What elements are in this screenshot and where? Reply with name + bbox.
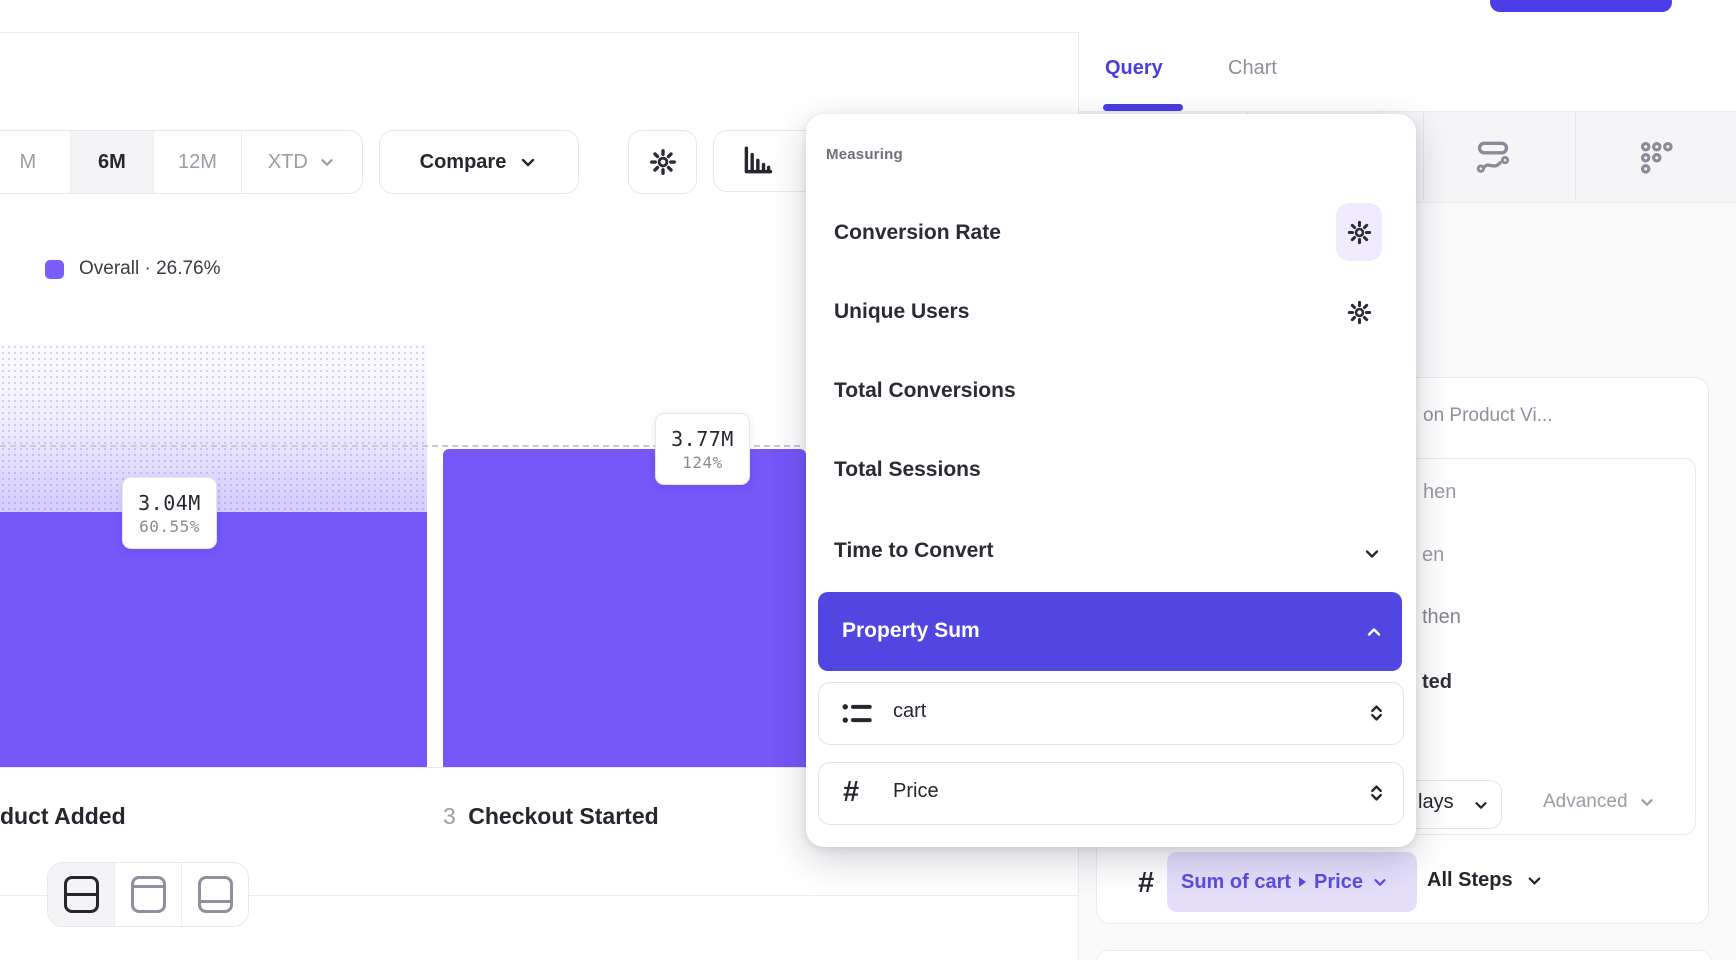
layout-split-icon [63,876,99,913]
chart-settings-button[interactable] [628,130,697,194]
chevron-down-icon [1528,877,1540,885]
conversion-rate-settings-button[interactable] [1336,203,1382,261]
property-name-select[interactable]: # Price [818,762,1404,825]
chevron-down-icon [1374,879,1386,886]
number-property-icon: # [843,776,860,808]
layout-top-button[interactable] [114,863,181,926]
formula-button[interactable] [1474,137,1512,175]
chevron-down-icon [1475,802,1487,809]
menu-item-property-sum-selected[interactable]: Property Sum [818,592,1402,671]
conversion-reference-line [0,445,800,447]
bar1-value: 3.04M [138,490,201,515]
menu-item-time-to-convert[interactable]: Time to Convert [834,539,994,562]
step-row-fragment: en [1422,544,1445,566]
gear-icon [649,149,676,175]
toolbar-divider [1575,112,1576,200]
active-tab-underline [1103,104,1183,111]
chart-baseline [0,767,1078,768]
tab-query[interactable]: Query [1105,57,1163,79]
layout-bottom-button[interactable] [181,863,248,926]
formula-squiggle-icon [1476,141,1510,173]
menu-item-total-sessions[interactable]: Total Sessions [834,458,981,481]
layout-bottom-icon [197,876,233,913]
measurement-chip[interactable]: Sum of cart Price [1167,852,1417,912]
advanced-dropdown[interactable]: Advanced [1543,791,1656,813]
histogram-icon [744,146,773,174]
chevron-down-icon [522,158,535,167]
gear-icon [1347,220,1372,245]
chevron-up-icon [1367,628,1381,636]
dots-grid-icon [1640,141,1673,174]
measurement-chip-property: Price [1314,870,1363,893]
bar2-percent: 124% [682,452,723,472]
dropdown-title: Measuring [826,146,903,163]
legend-label: Overall · 26.76% [79,258,221,279]
next-section-card [1096,950,1712,960]
chevron-down-icon [1640,799,1653,806]
time-range-6m[interactable]: 6M [69,131,154,193]
select-updown-icon [1371,705,1382,721]
time-range-control: M 6M 12M XTD [0,130,363,194]
arrow-right-icon [1299,877,1307,887]
number-property-icon: # [1138,867,1155,899]
list-icon [842,704,872,723]
layout-switcher [47,862,249,927]
step-row-fragment: hen [1423,481,1457,503]
chart-type-button[interactable] [713,130,823,192]
step-row-fragment: ted [1422,671,1452,693]
steps-scope-dropdown[interactable]: All Steps [1427,869,1544,892]
card-header-fragment: on Product Vi... [1423,405,1553,426]
layout-split-button[interactable] [48,863,114,926]
bar1-percent: 60.55% [139,516,200,536]
measuring-dropdown: Measuring Conversion Rate Unique Users [806,114,1416,847]
gear-icon [1347,300,1372,325]
steps-scope-label: All Steps [1427,869,1513,891]
toolbar-divider [1423,112,1424,200]
unique-users-settings-button[interactable] [1346,299,1373,326]
funnel-bar-step2[interactable] [443,449,806,768]
menu-item-conversion-rate[interactable]: Conversion Rate [834,221,1001,244]
more-options-button[interactable] [1637,138,1675,176]
top-bar [0,0,1736,33]
measurement-chip-event: Sum of cart [1181,870,1292,893]
time-range-xtd[interactable]: XTD [240,131,362,193]
conversion-window-label: lays [1418,791,1454,813]
tabs-header [1079,32,1736,111]
step-row-fragment: then [1422,606,1461,628]
step2-label: 3 Checkout Started [443,803,659,830]
property-event-select[interactable]: cart [818,682,1404,745]
step2-number: 3 [443,803,456,829]
time-range-12m[interactable]: 12M [153,131,240,193]
step1-label: duct Added [0,803,126,829]
advanced-label: Advanced [1543,791,1628,812]
bar2-value-chip: 3.77M 124% [655,413,750,485]
menu-item-total-conversions[interactable]: Total Conversions [834,379,1016,402]
step2-name: Checkout Started [468,803,659,829]
bottom-section-divider [0,895,1078,896]
property-sum-label: Property Sum [842,619,980,642]
property-name-value: Price [893,780,939,802]
funnel-bar-step1[interactable] [0,512,427,768]
time-range-m[interactable]: M [19,150,37,173]
select-updown-icon [1371,785,1382,801]
chevron-down-icon[interactable] [1362,544,1382,564]
tab-chart[interactable]: Chart [1228,57,1277,79]
legend-swatch [45,260,64,279]
layout-top-icon [130,876,166,913]
save-button[interactable] [1490,0,1672,12]
menu-item-unique-users[interactable]: Unique Users [834,300,970,323]
bar1-value-chip: 3.04M 60.55% [122,477,217,549]
chevron-down-icon [321,159,333,166]
bar2-value: 3.77M [671,426,734,451]
compare-button[interactable]: Compare [379,130,579,194]
property-event-value: cart [893,700,927,722]
